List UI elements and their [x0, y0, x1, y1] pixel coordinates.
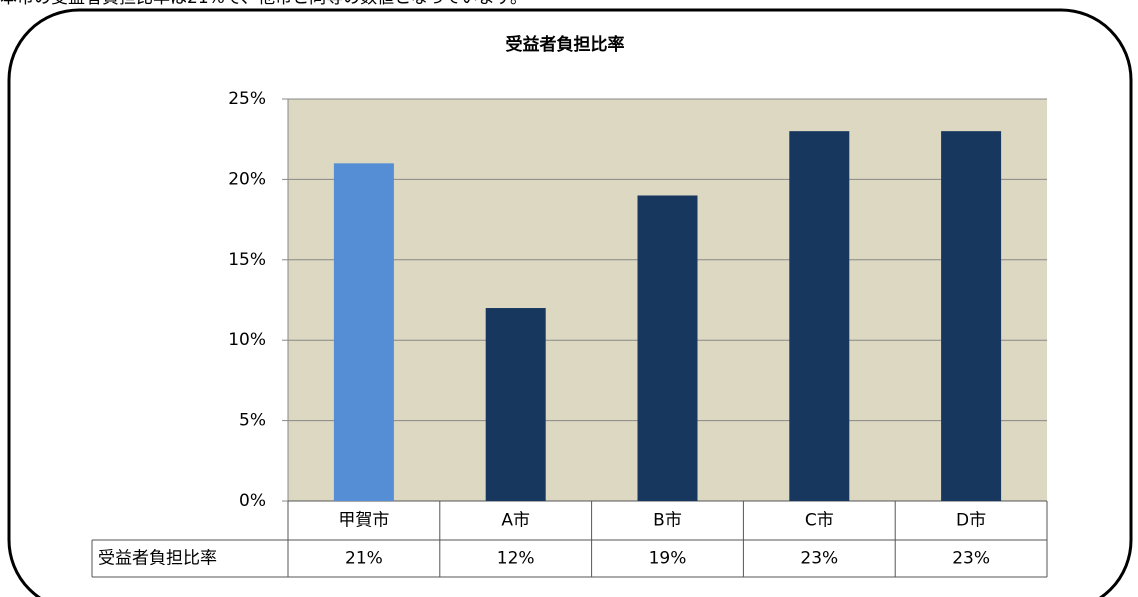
- chart-title: 受益者負担比率: [506, 34, 625, 55]
- bar: [485, 308, 546, 501]
- table-value: 12%: [497, 549, 535, 569]
- x-tick-label: C市: [805, 511, 834, 531]
- y-tick-label: 25%: [228, 89, 266, 109]
- y-tick-label: 10%: [228, 330, 266, 350]
- frame: [7, 8, 1133, 597]
- y-tick-label: 15%: [228, 250, 266, 270]
- table-value: 19%: [649, 549, 687, 569]
- table-value: 23%: [800, 549, 838, 569]
- table-value: 21%: [345, 549, 383, 569]
- bar: [789, 131, 850, 501]
- x-tick-label: B市: [653, 511, 682, 531]
- x-tick-label: D市: [956, 511, 986, 531]
- table-row-header: 受益者負担比率: [98, 549, 217, 569]
- y-tick-label: 20%: [228, 169, 266, 189]
- x-tick-label: A市: [501, 511, 530, 531]
- bar: [941, 131, 1002, 501]
- y-tick-label: 0%: [239, 491, 266, 511]
- bar: [333, 163, 394, 501]
- x-tick-label: 甲賀市: [338, 511, 389, 531]
- bar: [637, 195, 698, 502]
- y-tick-label: 5%: [239, 411, 266, 431]
- intro-text: 本市の受益者負担比率は21%で、他市と同等の数値となっています。: [0, 0, 527, 8]
- table-value: 23%: [952, 549, 990, 569]
